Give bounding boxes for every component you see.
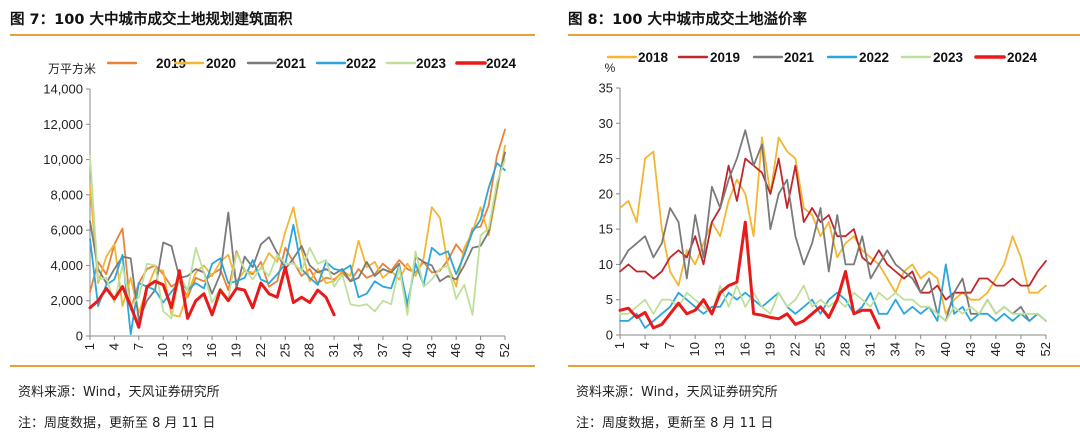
left-title-rule bbox=[10, 34, 535, 36]
right-y-tick-label: 10 bbox=[599, 257, 613, 272]
left-x-tick-label: 52 bbox=[497, 343, 512, 357]
right-x-tick-label: 43 bbox=[963, 342, 978, 356]
right-series-line-2021 bbox=[619, 129, 1047, 322]
right-y-tick-label: 15 bbox=[599, 222, 613, 237]
left-chart-panel: 图 7：100 大中城市成交土地规划建筑面积 万平方米 0 2,000 4,000 6,… bbox=[0, 0, 535, 438]
right-legend-label-2024: 2024 bbox=[1007, 50, 1038, 65]
right-y-tick-label: 30 bbox=[599, 116, 613, 131]
left-x-tick-label: 28 bbox=[302, 343, 317, 357]
left-x-tick-label: 4 bbox=[106, 343, 121, 350]
left-x-tick-label: 37 bbox=[375, 343, 390, 357]
left-legend-label-2023: 2023 bbox=[416, 56, 447, 71]
left-chart-title: 图 7：100 大中城市成交土地规划建筑面积 bbox=[10, 12, 293, 28]
right-series-line-2023 bbox=[619, 284, 1047, 322]
left-x-tick-label: 31 bbox=[326, 343, 341, 357]
left-x-tick-label: 43 bbox=[424, 343, 439, 357]
right-legend-label-2023: 2023 bbox=[933, 50, 964, 65]
right-y-tick-label: 5 bbox=[606, 292, 613, 307]
right-x-tick-label: 31 bbox=[863, 342, 878, 356]
left-y-tick-label: 6,000 bbox=[50, 223, 83, 238]
right-x-tick-label: 7 bbox=[662, 342, 677, 349]
right-x-tick-label: 52 bbox=[1038, 342, 1053, 356]
right-footer-rule bbox=[568, 365, 1080, 367]
left-x-tick-label: 22 bbox=[253, 343, 268, 357]
left-legend-label-2022: 2022 bbox=[346, 56, 376, 71]
right-x-tick-label: 16 bbox=[737, 342, 752, 356]
left-legend-label-2021: 2021 bbox=[276, 56, 307, 71]
left-y-tick-label: 14,000 bbox=[43, 82, 83, 97]
left-x-tick-label: 1 bbox=[82, 343, 97, 350]
right-x-tick-label: 28 bbox=[838, 342, 853, 356]
left-legend-label-2024: 2024 bbox=[486, 56, 517, 71]
left-chart-note: 注：周度数据，更新至 8 月 11 日 bbox=[18, 416, 216, 431]
left-x-tick-label: 46 bbox=[448, 343, 463, 357]
right-legend-label-2019: 2019 bbox=[710, 50, 740, 65]
left-x-tick-label: 34 bbox=[351, 343, 366, 357]
left-x-tick-label: 16 bbox=[204, 343, 219, 357]
left-x-tick-label: 19 bbox=[228, 343, 243, 357]
right-y-tick-label: 0 bbox=[606, 328, 613, 343]
right-y-tick-label: 20 bbox=[599, 186, 613, 201]
left-x-tick-label: 10 bbox=[155, 343, 170, 357]
left-x-tick-label: 13 bbox=[180, 343, 195, 357]
left-y-tick-label: 4,000 bbox=[50, 258, 83, 273]
right-x-tick-label: 37 bbox=[913, 342, 928, 356]
right-x-tick-label: 46 bbox=[988, 342, 1003, 356]
left-y-tick-label: 0 bbox=[76, 329, 83, 344]
right-legend-label-2018: 2018 bbox=[638, 50, 669, 65]
left-y-unit-label: 万平方米 bbox=[48, 61, 96, 76]
right-title-rule bbox=[568, 34, 1080, 36]
right-x-tick-label: 22 bbox=[787, 342, 802, 356]
right-x-tick-label: 13 bbox=[712, 342, 727, 356]
right-x-tick-label: 19 bbox=[762, 342, 777, 356]
left-chart-source: 资料来源：Wind，天风证券研究所 bbox=[18, 385, 220, 400]
right-y-tick-label: 35 bbox=[599, 81, 613, 96]
left-legend-label-2020: 2020 bbox=[206, 56, 236, 71]
right-series-line-2024 bbox=[618, 220, 881, 330]
left-y-tick-label: 2,000 bbox=[50, 293, 83, 308]
right-series-line-2019 bbox=[619, 157, 1047, 301]
right-x-tick-label: 25 bbox=[812, 342, 827, 356]
right-legend-label-2022: 2022 bbox=[859, 50, 889, 65]
left-x-tick-label: 7 bbox=[131, 343, 146, 350]
right-x-tick-label: 4 bbox=[637, 342, 652, 349]
left-series-line-2023 bbox=[89, 155, 506, 320]
left-y-tick-label: 8,000 bbox=[50, 187, 83, 202]
right-x-tick-label: 49 bbox=[1013, 342, 1028, 356]
right-legend-label-2021: 2021 bbox=[784, 50, 815, 65]
left-x-tick-label: 25 bbox=[277, 343, 292, 357]
right-chart-title: 图 8：100 大中城市成交土地溢价率 bbox=[568, 12, 807, 28]
right-chart-source: 资料来源：Wind，天风证券研究所 bbox=[576, 385, 778, 400]
right-x-tick-label: 40 bbox=[938, 342, 953, 356]
right-x-tick-label: 1 bbox=[612, 342, 627, 349]
left-y-tick-label: 10,000 bbox=[43, 152, 83, 167]
right-x-tick-label: 34 bbox=[888, 342, 903, 356]
right-y-tick-label: 25 bbox=[599, 151, 613, 166]
left-y-tick-label: 12,000 bbox=[43, 117, 83, 132]
left-legend-label-2019: 2019 bbox=[156, 56, 186, 71]
left-footer-rule bbox=[10, 365, 535, 367]
left-x-tick-label: 40 bbox=[399, 343, 414, 357]
left-chart-plot: 万平方米 0 2,000 4,000 6,000 8,000 10,000 12,000 14,… bbox=[43, 56, 517, 357]
left-series-line-2020 bbox=[89, 144, 506, 318]
right-chart-note: 注：周度数据，更新至 8 月 11 日 bbox=[576, 416, 774, 431]
left-series-line-2024 bbox=[88, 265, 336, 329]
right-y-unit-label: % bbox=[605, 61, 616, 75]
left-series-line-2022 bbox=[89, 162, 506, 336]
left-x-tick-label: 49 bbox=[473, 343, 488, 357]
right-chart-panel: 图 8：100 大中城市成交土地溢价率 % 0 5 10 15 20 25 30 35 1 4 7 10… bbox=[558, 0, 1080, 438]
right-x-tick-label: 10 bbox=[687, 342, 702, 356]
right-chart-plot: % 0 5 10 15 20 25 30 35 1 4 7 10 13 16 19 22 25 28 31 34 37 40… bbox=[599, 50, 1053, 356]
right-series-line-2022 bbox=[619, 263, 1047, 329]
